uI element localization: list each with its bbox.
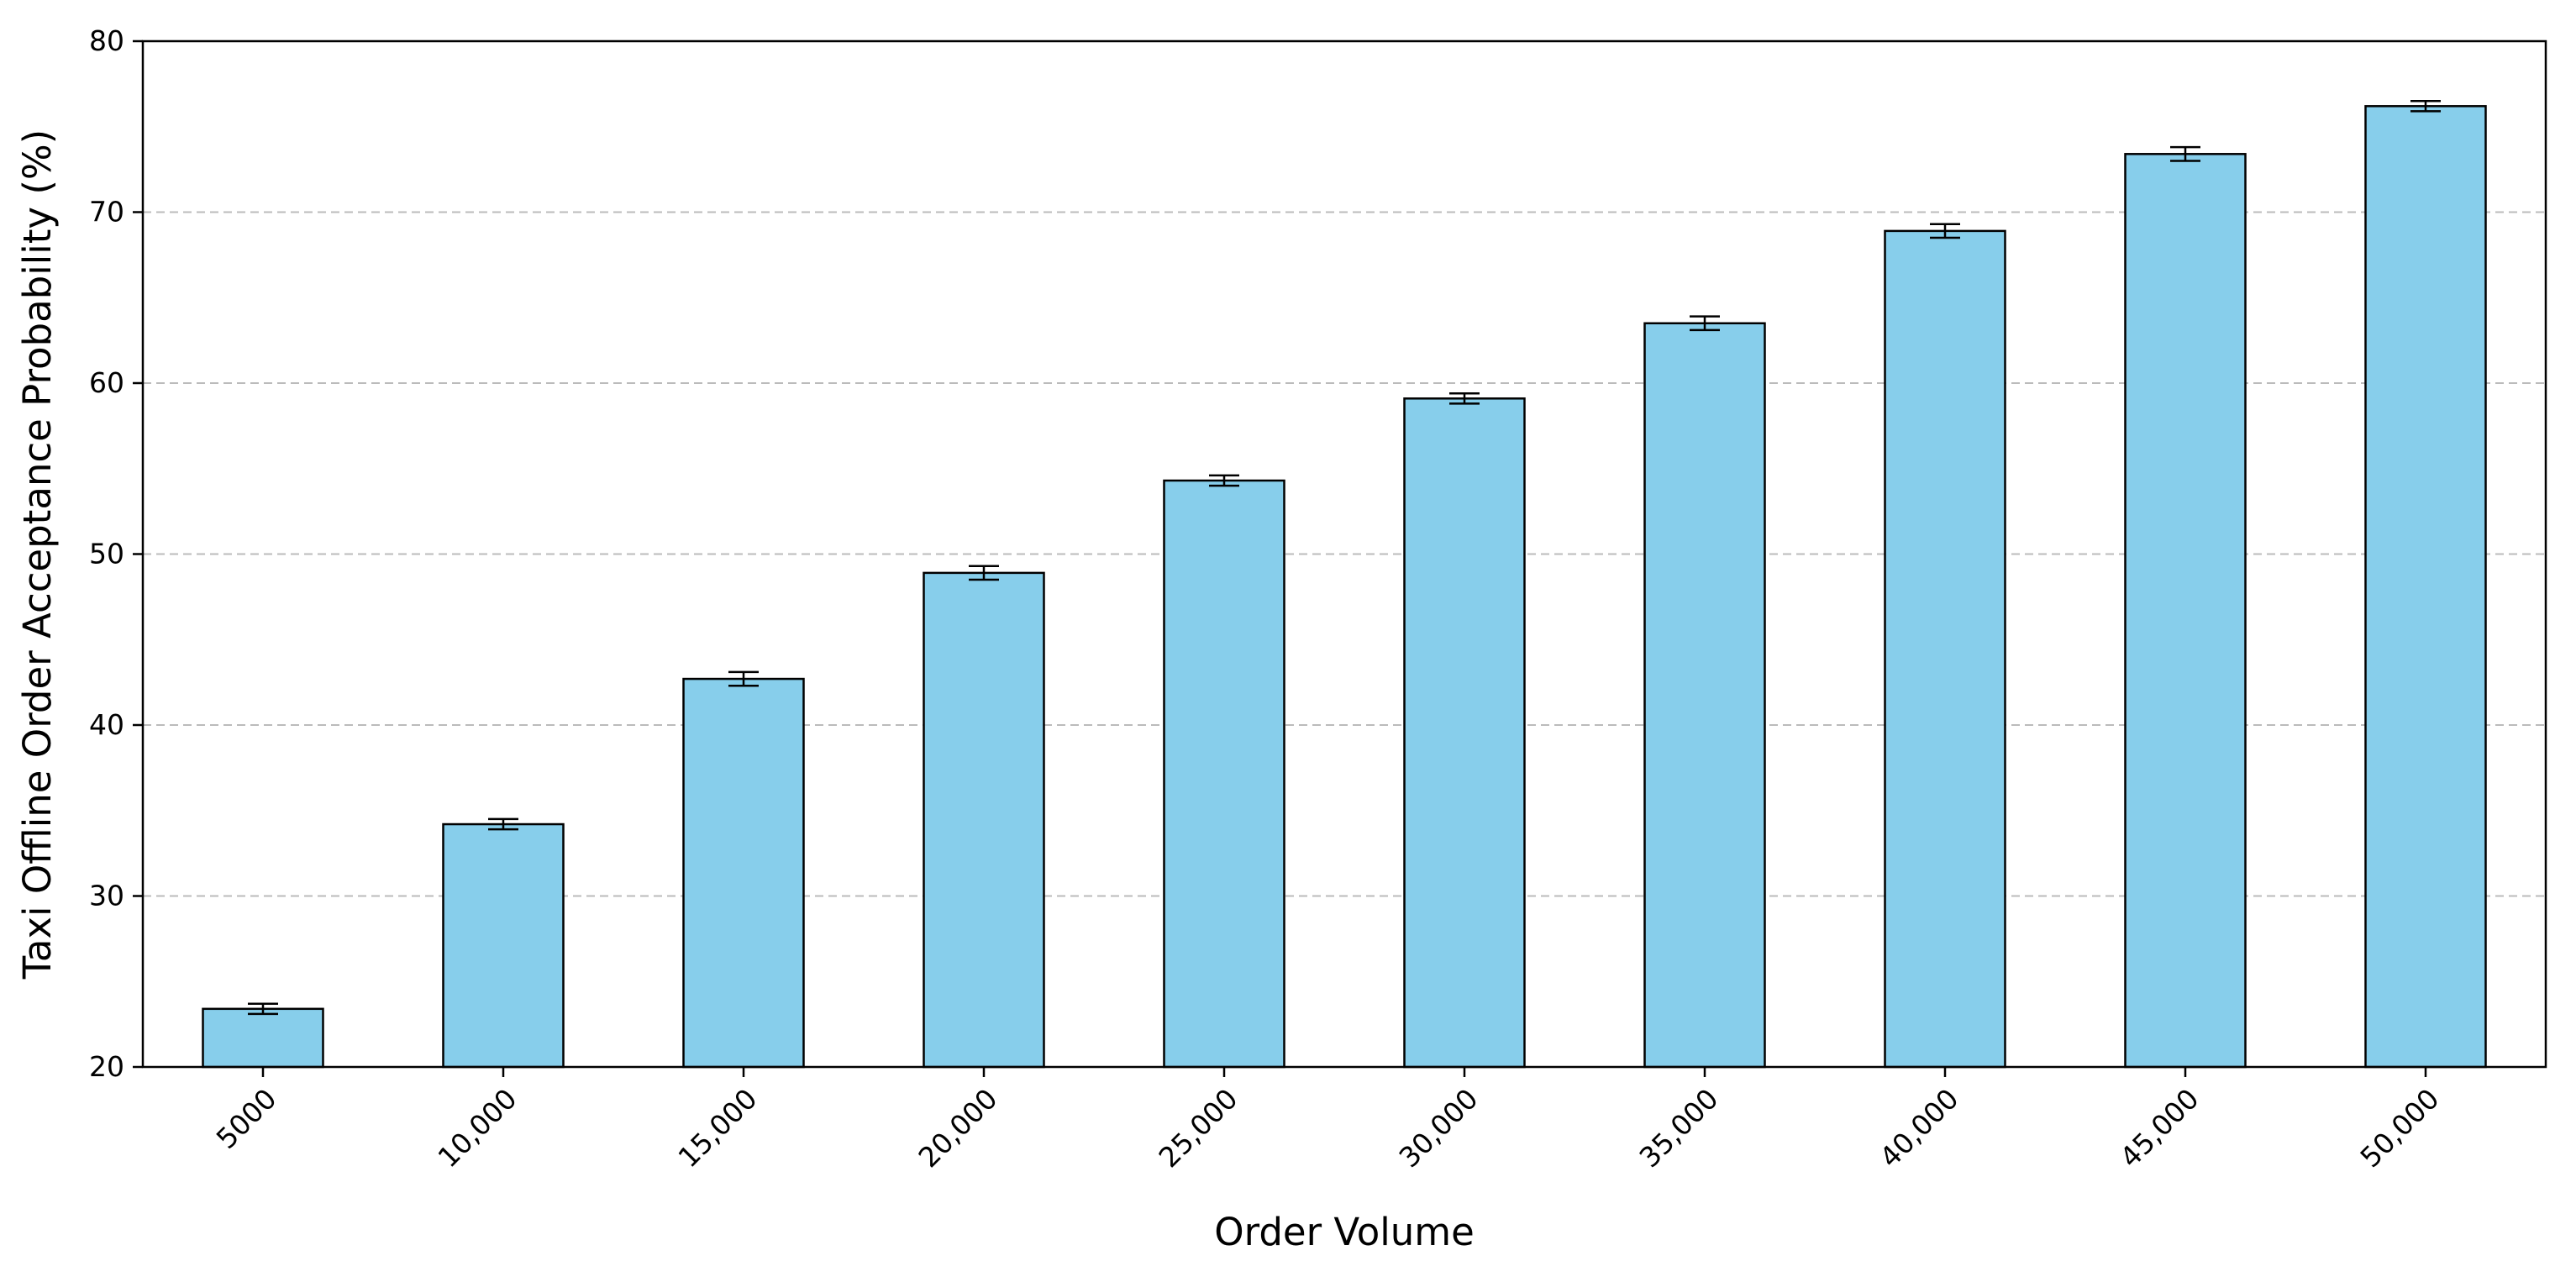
bar (2124, 153, 2247, 1069)
x-tick-label: 20,000 (912, 1082, 1003, 1174)
y-tick-label: 50 (89, 538, 124, 570)
x-tick-label: 25,000 (1152, 1082, 1243, 1174)
bar (1163, 479, 1285, 1069)
y-tick-label: 30 (89, 880, 124, 912)
error-bars (248, 99, 2441, 1016)
bars (202, 105, 2487, 1069)
y-axis-ticks: 20 30 40 50 60 70 80 (89, 24, 143, 1083)
bar (923, 571, 1045, 1069)
y-tick-label: 20 (89, 1050, 124, 1083)
x-tick-label: 40,000 (1873, 1082, 1964, 1174)
y-tick-label: 40 (89, 708, 124, 741)
x-tick-label: 45,000 (2113, 1082, 2205, 1174)
grid-lines (143, 211, 2546, 897)
x-tick-label: 35,000 (1632, 1082, 1724, 1174)
y-tick-label: 70 (89, 196, 124, 229)
y-axis-title: Taxi Offline Order Acceptance Probabilit… (15, 129, 60, 980)
bar (682, 677, 805, 1069)
x-tick-label: 5000 (210, 1082, 283, 1155)
x-axis-title: Order Volume (1214, 1210, 1475, 1254)
x-tick-label: 15,000 (671, 1082, 763, 1174)
bar (2364, 105, 2487, 1069)
x-axis-ticks: 5000 10,000 15,000 20,000 25,000 30,000 35,000… (210, 1067, 2446, 1174)
bar (1403, 397, 1526, 1069)
bar (202, 1007, 324, 1069)
x-tick-label: 10,000 (431, 1082, 523, 1174)
bar (442, 822, 565, 1069)
bar (1884, 229, 2006, 1069)
bar (1643, 322, 1766, 1069)
x-tick-label: 50,000 (2353, 1082, 2445, 1174)
x-tick-label: 30,000 (1392, 1082, 1484, 1174)
y-tick-label: 60 (89, 366, 124, 399)
y-tick-label: 80 (89, 24, 124, 57)
